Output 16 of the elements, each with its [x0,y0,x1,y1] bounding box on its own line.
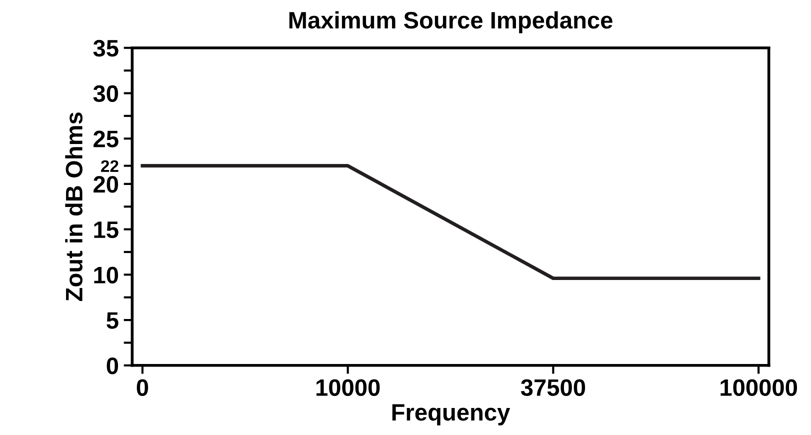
chart-title: Maximum Source Impedance [289,11,612,34]
y-tick-label: 0 [106,357,118,374]
x-tick-label: 10000 [316,379,380,396]
y-tick-label: 30 [93,85,118,102]
x-tick-label: 100000 [720,379,797,396]
y-axis-title: Zout in dB Ohms [65,112,83,302]
y-tick-label: 10 [94,266,118,284]
y-tick-label: 20 [94,176,118,193]
y-tick-label: 15 [94,222,118,238]
x-tick-label: 0 [136,379,148,396]
y-tick-label: 5 [106,312,118,329]
x-tick-label: 37500 [520,379,586,396]
x-axis-title: Frequency [392,404,510,426]
y-tick-label: 25 [94,130,118,148]
y-tick-label: 35 [93,40,118,57]
y-tick-label: 22 [101,160,118,172]
